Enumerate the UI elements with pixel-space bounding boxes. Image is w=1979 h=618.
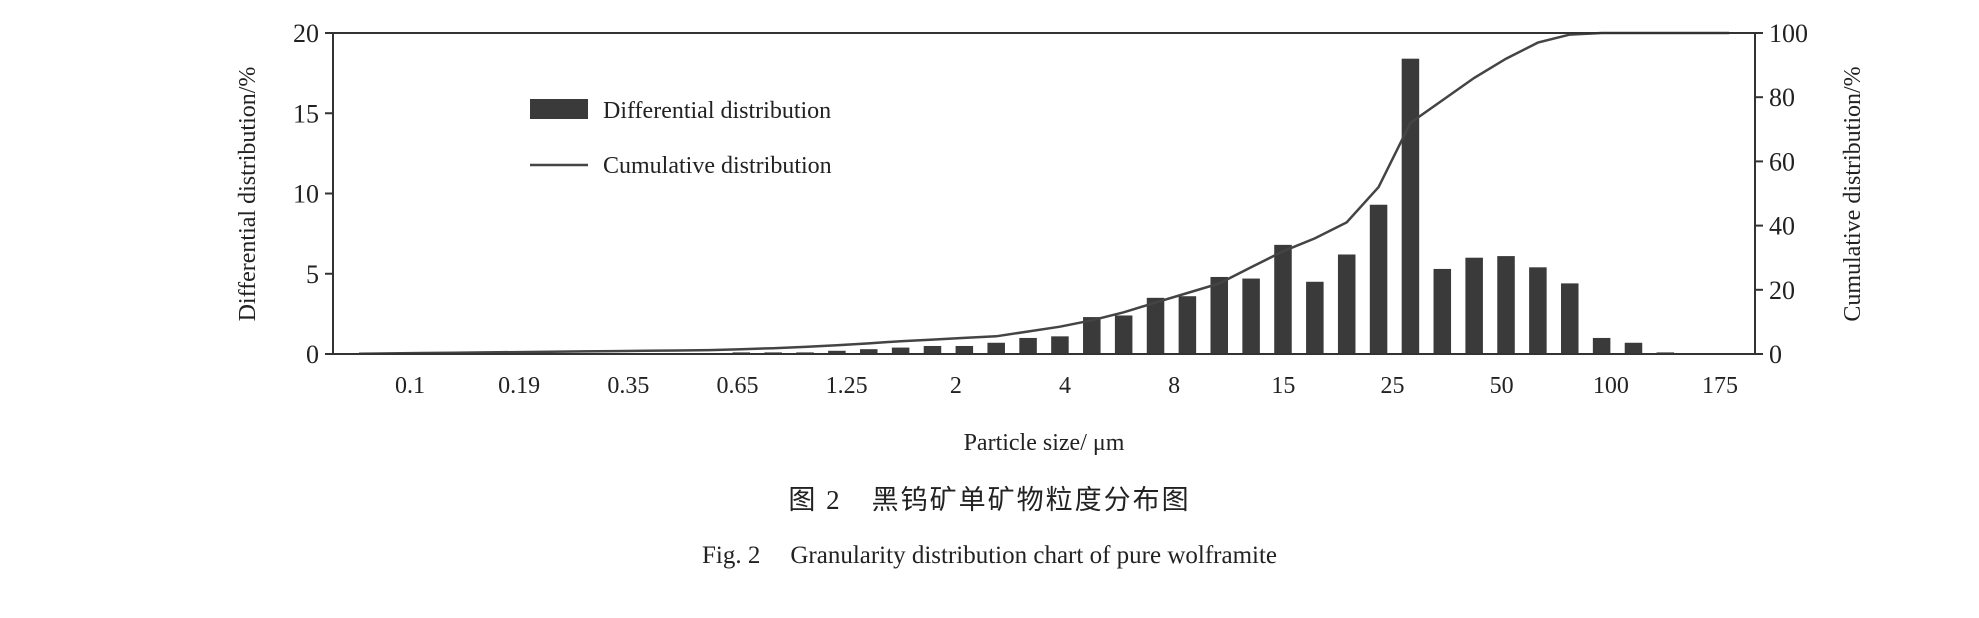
figure-title-chinese: 黑钨矿单矿物粒度分布图: [871, 485, 1191, 515]
x-tick-label: 0.35: [607, 373, 649, 399]
differential-bar: [1051, 336, 1069, 354]
plot-frame: [332, 32, 1756, 355]
differential-bar: [1560, 283, 1579, 354]
differential-bar: [1083, 317, 1101, 354]
right-y-tick-label: 40: [1769, 212, 1795, 241]
differential-bar: [1019, 337, 1037, 354]
x-tick-label: 15: [1271, 373, 1295, 399]
left-y-tick-label: 15: [293, 99, 319, 128]
figure-number-chinese: 图 2: [788, 485, 842, 515]
differential-bar: [1337, 254, 1356, 354]
x-tick-label: 175: [1702, 373, 1738, 399]
figure-number-english: Fig. 2: [701, 542, 761, 569]
granularity-chart: 0 5 10 15 20 0 20 40 60 80 100 0.1 0.19 0.35 0.65 1.2…: [235, 19, 1866, 456]
x-tick-label: 1.25: [826, 373, 868, 399]
x-tick-label: 2: [950, 373, 962, 399]
differential-bar: [955, 345, 974, 354]
x-tick-label: 100: [1593, 373, 1629, 399]
differential-bar: [1433, 268, 1452, 354]
differential-bar: [828, 350, 846, 354]
x-tick-label: 0.19: [498, 373, 540, 399]
differential-bar: [1210, 276, 1229, 354]
right-y-tick-label: 20: [1769, 276, 1795, 305]
right-y-axis-label: Cumulative distribution/%: [1840, 66, 1866, 321]
left-y-tick-label: 5: [306, 260, 319, 289]
differential-bar: [923, 345, 942, 354]
left-y-tick-label: 10: [293, 180, 319, 209]
legend-bar-swatch: [530, 99, 588, 119]
differential-bar: [1401, 58, 1420, 355]
right-y-axis-ticks: 0 20 40 60 80 100: [1755, 19, 1808, 369]
differential-bar: [1592, 337, 1611, 354]
right-y-tick-label: 80: [1769, 83, 1795, 112]
right-y-tick-label: 100: [1769, 19, 1808, 48]
x-axis-label: Particle size/ μm: [964, 430, 1125, 456]
differential-bar: [1497, 256, 1515, 354]
x-tick-label: 0.1: [395, 373, 425, 399]
x-tick-label: 25: [1381, 373, 1405, 399]
figure-title-english: Granularity distribution chart of pure w…: [790, 542, 1278, 569]
x-tick-label: 8: [1168, 373, 1180, 399]
differential-bar: [1529, 267, 1547, 354]
differential-bar: [859, 349, 878, 354]
legend: Differential distribution Cumulative dis…: [530, 98, 832, 179]
differential-bar: [1274, 244, 1292, 354]
left-y-axis-label: Differential distribution/%: [235, 67, 261, 322]
legend-bar-label: Differential distribution: [603, 98, 831, 124]
x-axis-tick-labels: 0.1 0.19 0.35 0.65 1.25 2 4 8 15 25 50 100 175: [395, 373, 1738, 399]
differential-bar: [1146, 297, 1165, 354]
x-tick-label: 50: [1490, 373, 1514, 399]
differential-bar: [1624, 342, 1643, 354]
differential-bar: [891, 347, 910, 354]
figure-caption-english: Fig. 2 Granularity distribution chart of …: [0, 542, 1979, 570]
figure-caption-chinese: 图 2 黑钨矿单矿物粒度分布图: [0, 478, 1979, 517]
cumulative-curve: [358, 31, 1730, 355]
x-tick-label: 4: [1059, 373, 1071, 399]
left-y-axis-ticks: 0 5 10 15 20: [293, 19, 333, 369]
left-y-tick-label: 0: [306, 340, 319, 369]
legend-line-label: Cumulative distribution: [603, 153, 832, 179]
right-y-tick-label: 0: [1769, 340, 1782, 369]
cumulative-line: [358, 31, 1730, 355]
differential-bar: [1114, 315, 1133, 354]
differential-bar: [1178, 296, 1197, 354]
differential-bar: [1465, 257, 1483, 354]
differential-bar: [1369, 204, 1388, 354]
differential-bar: [1306, 281, 1324, 354]
left-y-tick-label: 20: [293, 19, 319, 48]
x-tick-label: 0.65: [717, 373, 759, 399]
differential-bar: [987, 342, 1005, 354]
right-y-tick-label: 60: [1769, 147, 1795, 176]
differential-bar: [1242, 278, 1260, 354]
